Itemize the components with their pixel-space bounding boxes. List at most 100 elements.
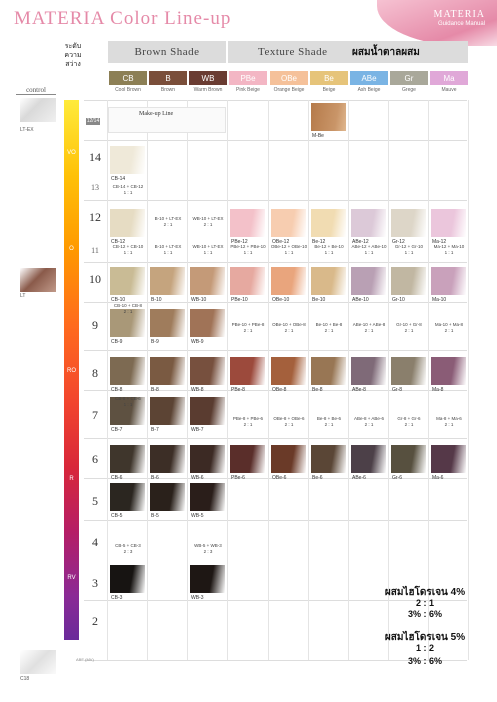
mix-formula: CB-5 + CB-3 2 : 3	[115, 543, 141, 554]
swatch-code: B-8	[151, 387, 159, 393]
swatch-code: WB-3	[191, 595, 204, 601]
color-swatch: ABe-10	[350, 266, 387, 303]
mix-formula: PBe-10 + PBe-8 2 : 1	[231, 322, 265, 333]
swatch-code: B-5	[151, 513, 159, 519]
mix-formula: Gr-10 + Gr-8 2 : 1	[396, 322, 422, 333]
control-header: control	[16, 86, 56, 95]
swatch-code: B-7	[151, 427, 159, 433]
mix-formula: Gr-8 + Gr-6 2 : 1	[397, 416, 421, 427]
shade-name: Warm Brown	[193, 87, 223, 93]
level-number: 12	[89, 210, 101, 224]
color-swatch: CB-7	[109, 396, 146, 433]
swatch-code: Be-6	[312, 475, 323, 481]
mix-formula: B-10 + LT-EX 1 : 1	[154, 244, 182, 255]
developer-4-heading: ผสมไฮโดรเจน 4%	[384, 587, 466, 598]
mix-formula: ABe-8 + ABe-6 2 : 1	[354, 416, 384, 427]
level-number: 6	[92, 452, 98, 466]
level-number: 14	[89, 150, 101, 164]
grid-line	[84, 478, 467, 479]
developer-5-percent: 3% : 6%	[407, 656, 442, 666]
color-swatch: WB-6	[189, 444, 226, 481]
swatch-code: WB-6	[191, 475, 204, 481]
grid-line	[84, 438, 467, 439]
control-label-ltex: LT-EX	[20, 127, 34, 133]
mix-formula: Be-8 + Be-6 2 : 1	[316, 416, 342, 427]
color-swatch: CB-12	[109, 208, 146, 245]
brand-name: MATERIA	[433, 9, 485, 20]
swatch-code: PBe-6	[231, 475, 245, 481]
mix-formula: CB-8 + CB-6 1 : 1	[115, 396, 141, 407]
swatch-code: B-9	[151, 339, 159, 345]
swatch-code: Be-12	[312, 239, 326, 245]
mix-formula: PBe-12 + PBe-10 1 : 1	[230, 244, 266, 255]
swatch-code: CB-6	[111, 475, 123, 481]
mix-formula: Be-10 + Be-8 2 : 1	[315, 322, 343, 333]
shade-chip-b: B	[149, 71, 187, 85]
mix-formula: Ma-8 + Ma-6 2 : 1	[436, 416, 462, 427]
grid-line	[268, 100, 269, 660]
color-swatch: B-7	[149, 396, 186, 433]
color-swatch: CB-5	[109, 482, 146, 519]
color-swatch: CB-6	[109, 444, 146, 481]
mix-formula: PBe-8 + PBe-6 2 : 1	[232, 416, 264, 427]
swatch-code: CB-10	[111, 297, 126, 303]
shade-name: Orange Beige	[273, 87, 305, 93]
shade-chip-ma: Ma	[430, 71, 468, 85]
swatch-code: CB-3	[111, 595, 123, 601]
color-swatch: B-9	[149, 308, 186, 345]
swatch-code: Ma-8	[432, 387, 444, 393]
swatch-code: Gr-8	[392, 387, 402, 393]
swatch-code: ABe-10	[352, 297, 369, 303]
color-swatch: Gr-12	[390, 208, 427, 245]
color-swatch: Gr-8	[390, 356, 427, 393]
mix-formula: ABe-10 + ABe-8 2 : 1	[352, 322, 386, 333]
zone-label: VO	[67, 150, 76, 156]
mix-formula: Ma-12 + Ma-10 1 : 1	[433, 244, 465, 255]
color-swatch: PBe-12	[229, 208, 266, 245]
zone-label: RO	[67, 368, 76, 374]
swatch-code: CB-9	[111, 339, 123, 345]
shade-name: Ash Beige	[357, 87, 381, 93]
swatch-code: Ma-10	[432, 297, 447, 303]
zone-label: R	[69, 476, 74, 482]
grid-line	[388, 100, 389, 660]
level-number: 4	[92, 535, 98, 549]
color-swatch: Ma-12	[430, 208, 467, 245]
color-swatch: OBe-8	[270, 356, 307, 393]
color-swatch: Ma-10	[430, 266, 467, 303]
swatch-code: WB-8	[191, 387, 204, 393]
shade-name: Brown	[160, 87, 176, 93]
swatch-code: OBe-6	[272, 475, 287, 481]
mix-formula: OBe-8 + OBe-6 2 : 1	[273, 416, 305, 427]
mix-formula: WB-5 + WB-3 2 : 3	[194, 543, 222, 554]
shade-name: Mauve	[441, 87, 457, 93]
grid-line	[84, 262, 467, 263]
swatch-code: CB-7	[111, 427, 123, 433]
grid-line	[84, 140, 467, 141]
shade-chip-gr: Gr	[390, 71, 428, 85]
mix-formula: CB-10 + CB-8 2 : 1	[113, 303, 143, 314]
group-texture-shade: Texture Shade	[228, 41, 468, 63]
grid-line	[84, 390, 467, 391]
level-number: 5	[92, 494, 98, 508]
color-swatch: ABe-6	[350, 444, 387, 481]
brand-subtitle: Guidance Manual	[437, 21, 485, 27]
color-swatch: Be-12	[310, 208, 347, 245]
swatch-code: CB-8	[111, 387, 123, 393]
mix-formula: WB-10 + LT-EX 2 : 1	[192, 216, 224, 227]
grid-line	[84, 520, 467, 521]
swatch-code: B-10	[151, 297, 162, 303]
control-swatch-ltex	[20, 98, 56, 122]
color-swatch: WB-3	[189, 564, 226, 601]
color-swatch: CB-8	[109, 356, 146, 393]
swatch-code: M-Be	[312, 133, 324, 139]
developer-4-percent: 3% : 6%	[407, 609, 442, 619]
shade-chip-pbe: PBe	[229, 71, 267, 85]
swatch-code: Be-10	[312, 297, 326, 303]
group-thai-label: ผสมน้ำตาลผสม	[352, 47, 420, 58]
mix-formula: Be-12 + Be-10 1 : 1	[314, 244, 344, 255]
brand-badge: MATERIA Guidance Manual	[377, 0, 497, 46]
color-swatch: B-6	[149, 444, 186, 481]
color-swatch: Be-10	[310, 266, 347, 303]
mix-formula: OBe-10 + OBe-8 2 : 1	[272, 322, 306, 333]
